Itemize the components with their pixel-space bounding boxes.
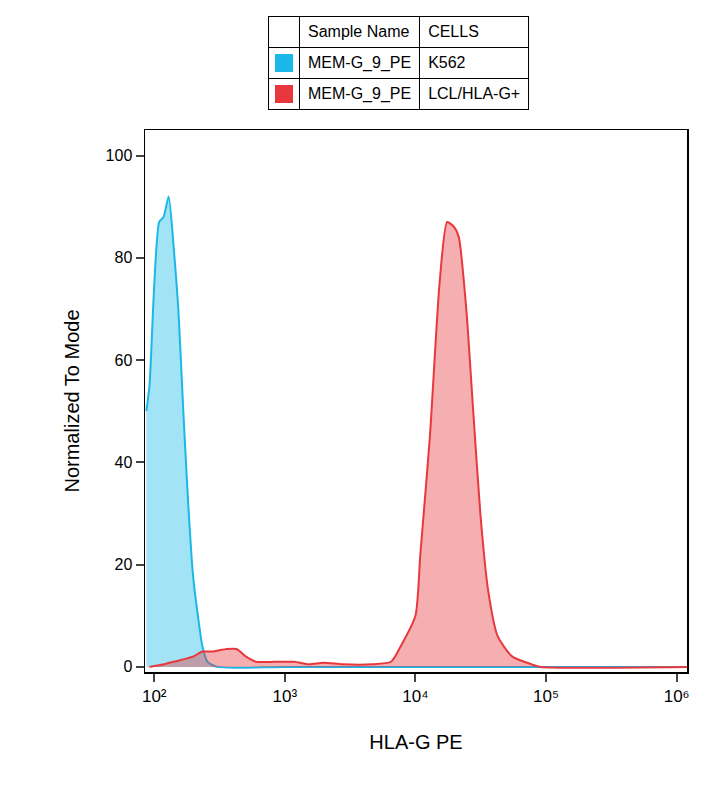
html-text:LCL/HLA-G+: LCL/HLA-G+ [428, 85, 521, 102]
html-text:CELLS: CELLS [428, 23, 479, 40]
svg-text:HLA-G PE: HLA-G PE [369, 731, 462, 753]
html-text:MEM-G_9_PE: MEM-G_9_PE [308, 54, 412, 71]
svg-text:20: 20 [115, 556, 133, 573]
svg-text:10⁶: 10⁶ [664, 687, 690, 706]
svg-text:0: 0 [123, 658, 132, 675]
html-text:K562: K562 [428, 54, 466, 71]
svg-text:10⁴: 10⁴ [402, 687, 428, 706]
html-text:Sample Name: Sample Name [308, 23, 410, 40]
html-text:MEM-G_9_PE: MEM-G_9_PE [308, 85, 412, 102]
svg-text:10²: 10² [142, 687, 167, 706]
svg-text:80: 80 [115, 249, 133, 266]
svg-text:100: 100 [106, 147, 133, 164]
svg-text:60: 60 [115, 352, 133, 369]
svg-text:40: 40 [115, 454, 133, 471]
svg-text:10³: 10³ [273, 687, 298, 706]
svg-text:Normalized To Mode: Normalized To Mode [61, 309, 83, 492]
svg-text:10⁵: 10⁵ [533, 687, 559, 706]
